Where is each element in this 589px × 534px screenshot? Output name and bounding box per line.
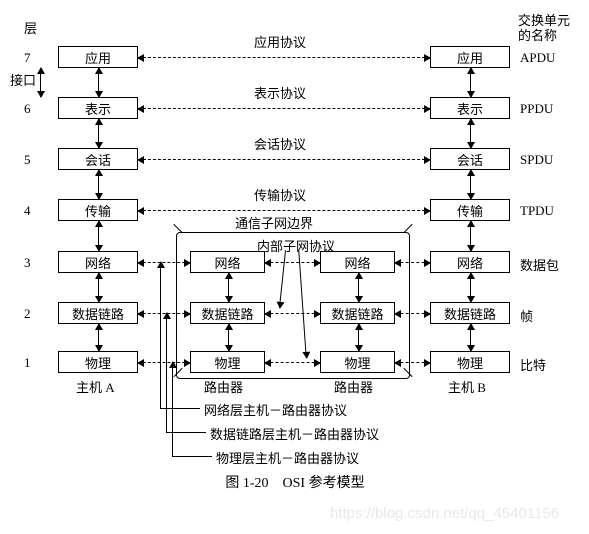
- router1-layer-1: 物理: [190, 351, 265, 373]
- proto-label-4: 传输协议: [254, 185, 306, 204]
- hostA-layer-6: 表示: [58, 97, 138, 119]
- v-arrow: [98, 273, 99, 302]
- hostB-layer-7: 应用: [430, 46, 510, 68]
- router1-layer-2: 数据链路: [190, 302, 265, 324]
- host-b-label: 主机 B: [448, 377, 486, 396]
- v-arrow: [98, 68, 99, 97]
- link-R2-B-1: [395, 362, 430, 363]
- hostB-layer-5: 会话: [430, 148, 510, 170]
- router2-label: 路由器: [334, 377, 373, 396]
- proto-line-4: [138, 210, 430, 211]
- hostB-layer-3: 网络: [430, 251, 510, 273]
- hostB-layer-1: 物理: [430, 351, 510, 373]
- link-R2-B-3: [395, 262, 430, 263]
- layer-number-6: 6: [24, 101, 31, 117]
- router1-label: 路由器: [204, 377, 243, 396]
- interface-arrow: [40, 68, 41, 97]
- unit-4: TPDU: [520, 203, 554, 219]
- v-arrow: [470, 68, 471, 97]
- annotation-2: 物理层主机－路由器协议: [216, 448, 359, 467]
- header-unit-2: 的名称: [518, 25, 557, 44]
- unit-5: SPDU: [520, 152, 553, 168]
- anno-v-2: [172, 362, 173, 456]
- link-R1-R2-3: [265, 262, 320, 263]
- annotation-1: 数据链路层主机－路由器协议: [210, 424, 379, 443]
- anno-arrow-1: [166, 313, 167, 314]
- watermark: https://blog.csdn.net/qq_45401156: [330, 505, 559, 522]
- header-layer: 层: [24, 18, 37, 37]
- v-arrow: [358, 324, 359, 351]
- router1-layer-3: 网络: [190, 251, 265, 273]
- hostA-layer-3: 网络: [58, 251, 138, 273]
- internal-proto-label: 内部子网协议: [257, 236, 335, 255]
- router2-layer-2: 数据链路: [320, 302, 395, 324]
- anno-v-0: [160, 262, 161, 408]
- host-a-label: 主机 A: [76, 377, 115, 396]
- unit-1: 比特: [520, 355, 546, 374]
- v-arrow: [358, 273, 359, 302]
- v-arrow: [98, 324, 99, 351]
- v-arrow: [470, 221, 471, 251]
- proto-line-6: [138, 108, 430, 109]
- header-interface: 接口: [10, 70, 36, 89]
- v-arrow: [228, 324, 229, 351]
- proto-label-6: 表示协议: [254, 83, 306, 102]
- unit-7: APDU: [520, 50, 555, 66]
- link-R1-R2-1: [265, 362, 320, 363]
- v-arrow: [98, 170, 99, 199]
- hostA-layer-7: 应用: [58, 46, 138, 68]
- layer-number-1: 1: [24, 355, 31, 371]
- v-arrow: [470, 324, 471, 351]
- unit-2: 帧: [520, 306, 533, 325]
- unit-3: 数据包: [520, 255, 559, 274]
- layer-number-3: 3: [24, 255, 31, 271]
- anno-v-1: [166, 313, 167, 432]
- anno-arrow-0: [160, 262, 161, 263]
- proto-label-7: 应用协议: [254, 32, 306, 51]
- layer-number-2: 2: [24, 306, 31, 322]
- hostA-layer-4: 传输: [58, 199, 138, 221]
- hostB-layer-4: 传输: [430, 199, 510, 221]
- unit-6: PPDU: [520, 101, 553, 117]
- proto-label-5: 会话协议: [254, 134, 306, 153]
- hostB-layer-2: 数据链路: [430, 302, 510, 324]
- v-arrow: [98, 119, 99, 148]
- v-arrow: [98, 221, 99, 251]
- annotation-0: 网络层主机－路由器协议: [204, 400, 347, 419]
- anno-arrow-2: [172, 362, 173, 363]
- figure-caption: 图 1-20 OSI 参考模型: [10, 472, 580, 492]
- hostA-layer-5: 会话: [58, 148, 138, 170]
- proto-line-7: [138, 57, 430, 58]
- v-arrow: [470, 170, 471, 199]
- v-arrow: [470, 119, 471, 148]
- layer-number-5: 5: [24, 152, 31, 168]
- link-R1-R2-2: [265, 313, 320, 314]
- layer-number-7: 7: [24, 50, 31, 66]
- v-arrow: [228, 273, 229, 302]
- subnet-boundary-label: 通信子网边界: [235, 213, 313, 232]
- router2-layer-1: 物理: [320, 351, 395, 373]
- v-arrow: [470, 273, 471, 302]
- hostA-layer-2: 数据链路: [58, 302, 138, 324]
- hostA-layer-1: 物理: [58, 351, 138, 373]
- link-R2-B-2: [395, 313, 430, 314]
- link-A-R1-1: [138, 362, 190, 363]
- proto-line-5: [138, 159, 430, 160]
- layer-number-4: 4: [24, 203, 31, 219]
- anno-h-2: [172, 456, 212, 457]
- hostB-layer-6: 表示: [430, 97, 510, 119]
